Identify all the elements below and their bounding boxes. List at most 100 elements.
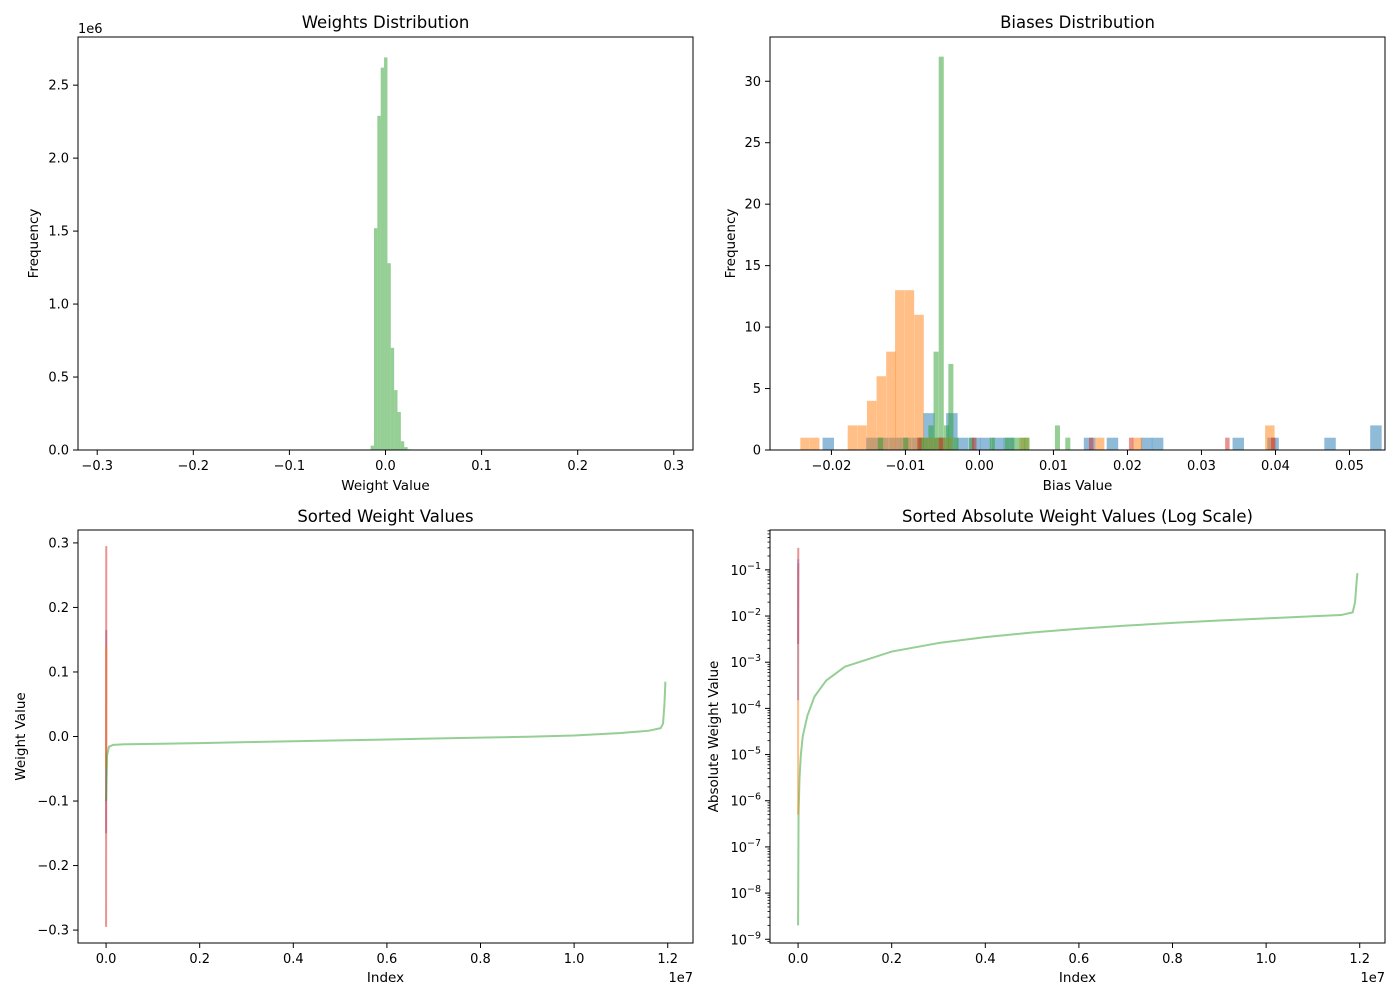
- sorted-x-ticks: 0.0 0.2 0.4 0.6 0.8 1.0 1.2: [96, 943, 678, 967]
- weights-x-ticks: −0.3 −0.2 −0.1 0.0 0.1 0.2 0.3: [81, 450, 684, 474]
- sorted-x-offset: 1e7: [668, 971, 693, 986]
- sorted-xtick-label: 0.2: [189, 952, 210, 967]
- sorted-xlabel: Index: [367, 970, 404, 986]
- biases-bar-green: [878, 437, 884, 450]
- weights-ylabel: Frequency: [26, 209, 42, 279]
- weights-title: Weights Distribution: [302, 13, 470, 32]
- weights-bar-green: [404, 447, 408, 450]
- biases-bar-red: [1225, 437, 1230, 450]
- weights-bar-green: [394, 390, 398, 450]
- biases-bar-orange: [800, 437, 810, 450]
- sorted-title: Sorted Weight Values: [297, 507, 473, 526]
- weights-ytick-label: 1.0: [48, 298, 69, 313]
- biases-bar-blue: [1370, 425, 1382, 450]
- sorted-line-green: [105, 681, 667, 802]
- weights-bar-green: [397, 412, 401, 450]
- sorted-xtick-label: 1.2: [657, 952, 678, 967]
- abs-ylabel: Absolute Weight Value: [706, 661, 722, 813]
- biases-bar-green: [969, 437, 975, 450]
- abs-x-ticks: 0.0 0.2 0.4 0.6 0.8 1.0 1.2: [788, 943, 1370, 967]
- biases-bar-green: [1004, 437, 1010, 450]
- sorted-ytick-label: −0.3: [37, 924, 69, 939]
- biases-bar-green: [989, 437, 995, 450]
- weights-xtick-label: 0.1: [471, 459, 492, 474]
- biases-bar-green: [1024, 437, 1030, 450]
- biases-bar-orange: [1094, 437, 1105, 450]
- biases-bar-green: [938, 56, 944, 451]
- biases-xtick-label: 0.04: [1261, 459, 1290, 474]
- biases-panel: Biases Distribution −0.02 −0.01 0.00 0.01 0.…: [723, 13, 1386, 494]
- biases-bar-blue: [992, 437, 1004, 450]
- biases-bar-green: [1054, 425, 1060, 450]
- biases-bar-green: [1020, 437, 1026, 450]
- weights-y-offset: 1e6: [78, 22, 103, 37]
- biases-bar-orange: [866, 400, 877, 450]
- weights-bar-green: [377, 115, 381, 450]
- sorted-xtick-label: 0.4: [283, 952, 304, 967]
- abs-xtick-label: 0.8: [1162, 952, 1183, 967]
- abs-x-offset: 1e7: [1360, 971, 1385, 986]
- abs-xtick-label: 0.6: [1069, 952, 1090, 967]
- sorted-axes-frame: [77, 529, 694, 944]
- weights-xtick-label: 0.0: [375, 459, 396, 474]
- biases-xtick-label: 0.05: [1335, 459, 1364, 474]
- biases-bar-green: [1009, 437, 1015, 450]
- sorted-ytick-label: −0.1: [37, 795, 69, 810]
- biases-bar-blue: [980, 437, 992, 450]
- weights-ytick-label: 2.0: [48, 152, 69, 167]
- weights-ytick-label: 0.5: [48, 371, 69, 386]
- biases-bar-green: [923, 437, 929, 450]
- weights-bar-green: [390, 347, 395, 450]
- sorted-ylabel: Weight Value: [13, 692, 29, 780]
- sorted-ytick-label: 0.0: [48, 730, 69, 745]
- sorted-ytick-label: 0.1: [48, 665, 69, 680]
- biases-bar-red: [917, 437, 922, 450]
- biases-bar-green: [1065, 437, 1071, 450]
- biases-bar-orange: [809, 437, 820, 450]
- biases-bar-red: [1128, 437, 1134, 450]
- weights-ytick-label: 1.5: [48, 225, 69, 240]
- biases-bar-green: [933, 351, 939, 450]
- biases-ytick-label: 30: [744, 75, 761, 90]
- sorted-xtick-label: 0.6: [377, 952, 398, 967]
- biases-ylabel: Frequency: [723, 209, 739, 279]
- weights-bar-green: [400, 441, 405, 450]
- abs-xtick-label: 0.2: [881, 952, 902, 967]
- weights-xtick-label: −0.3: [81, 459, 113, 474]
- biases-ytick-label: 0: [753, 444, 761, 459]
- abs-xlabel: Index: [1059, 970, 1096, 986]
- abs-xtick-label: 1.2: [1349, 952, 1370, 967]
- abs-xtick-label: 1.0: [1256, 952, 1277, 967]
- biases-x-ticks: −0.02 −0.01 0.00 0.01 0.02 0.03 0.04 0.05: [812, 450, 1364, 474]
- biases-bar-blue: [957, 437, 969, 450]
- biases-bar-orange: [857, 425, 867, 450]
- abs-lines: [797, 547, 1359, 926]
- weights-panel: Weights Distribution −0.3 −0.2 −0.1 0.0 0.1 0…: [26, 13, 694, 494]
- weights-xlabel: Weight Value: [341, 478, 429, 494]
- biases-axes-frame: [769, 36, 1386, 451]
- biases-ytick-label: 20: [744, 198, 761, 213]
- biases-bar-blue: [1324, 437, 1336, 450]
- abs-title: Sorted Absolute Weight Values (Log Scale…: [902, 507, 1253, 526]
- biases-bar-blue: [1106, 437, 1119, 450]
- weights-xtick-label: −0.2: [178, 459, 210, 474]
- biases-xtick-label: 0.02: [1113, 459, 1142, 474]
- biases-bar-red: [1088, 437, 1094, 450]
- weights-ytick-label: 2.5: [48, 79, 69, 94]
- biases-bar-red: [938, 437, 944, 450]
- biases-bar-blue: [822, 437, 835, 450]
- sorted-y-ticks: −0.3 −0.2 −0.1 0.0 0.1 0.2 0.3: [37, 536, 78, 939]
- weights-xtick-label: 0.2: [567, 459, 588, 474]
- weights-ytick-label: 0.0: [48, 444, 69, 459]
- biases-bar-blue: [1140, 437, 1153, 450]
- biases-y-ticks: 0 5 10 15 20 25 30: [744, 75, 770, 459]
- abs-line-green: [797, 573, 1359, 926]
- biases-ytick-label: 10: [744, 321, 761, 336]
- weights-bar-green: [384, 57, 388, 451]
- biases-bar-red: [1271, 437, 1276, 450]
- weights-xtick-label: 0.3: [663, 459, 684, 474]
- sorted-lines: [105, 546, 667, 927]
- sorted-panel: Sorted Weight Values 0.0 0.2 0.4 0.6 0.8 1.0 1…: [13, 507, 694, 986]
- biases-xtick-label: −0.01: [886, 459, 926, 474]
